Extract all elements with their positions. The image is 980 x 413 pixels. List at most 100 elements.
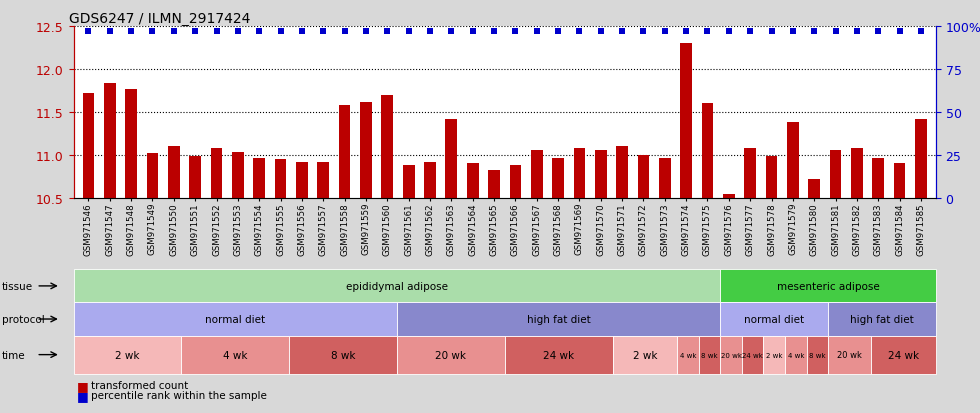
Point <box>166 28 181 35</box>
Point <box>209 28 224 35</box>
Bar <box>296 162 308 198</box>
Bar <box>360 102 371 198</box>
Point <box>252 28 268 35</box>
Bar <box>573 149 585 198</box>
Text: high fat diet: high fat diet <box>526 314 591 324</box>
Bar <box>488 171 500 198</box>
Bar <box>254 159 265 198</box>
Bar <box>808 179 820 198</box>
Point <box>486 28 502 35</box>
Point <box>294 28 310 35</box>
Bar <box>680 44 692 198</box>
Point <box>828 28 844 35</box>
Point <box>123 28 139 35</box>
Text: ■: ■ <box>76 389 88 402</box>
Point <box>358 28 373 35</box>
Point <box>401 28 416 35</box>
Text: 4 wk: 4 wk <box>788 352 804 358</box>
Text: mesenteric adipose: mesenteric adipose <box>777 281 879 291</box>
Bar <box>125 90 137 198</box>
Point <box>80 28 96 35</box>
Bar <box>232 153 244 198</box>
Bar <box>189 157 201 198</box>
Point <box>444 28 460 35</box>
Text: 20 wk: 20 wk <box>837 350 862 359</box>
Text: ■: ■ <box>76 379 88 392</box>
Text: GDS6247 / ILMN_2917424: GDS6247 / ILMN_2917424 <box>70 12 251 26</box>
Bar <box>723 195 735 198</box>
Bar <box>830 151 842 198</box>
Text: protocol: protocol <box>2 314 45 324</box>
Text: 20 wk: 20 wk <box>720 352 742 358</box>
Point <box>807 28 822 35</box>
Text: tissue: tissue <box>2 281 33 291</box>
Bar <box>765 157 777 198</box>
Text: 2 wk: 2 wk <box>116 350 140 360</box>
Bar <box>381 95 393 198</box>
Bar <box>446 119 458 198</box>
Text: high fat diet: high fat diet <box>850 314 914 324</box>
Text: 4 wk: 4 wk <box>222 350 247 360</box>
Text: 24 wk: 24 wk <box>543 350 574 360</box>
Bar <box>147 154 159 198</box>
Point <box>721 28 737 35</box>
Point <box>529 28 545 35</box>
Point <box>145 28 161 35</box>
Bar <box>168 147 179 198</box>
Bar <box>595 151 607 198</box>
Text: 8 wk: 8 wk <box>809 352 825 358</box>
Point <box>465 28 480 35</box>
Bar <box>851 149 862 198</box>
Text: 8 wk: 8 wk <box>330 350 355 360</box>
Bar <box>552 159 563 198</box>
Point <box>187 28 203 35</box>
Text: percentile rank within the sample: percentile rank within the sample <box>91 390 267 400</box>
Text: transformed count: transformed count <box>91 380 188 390</box>
Text: normal diet: normal diet <box>744 314 805 324</box>
Point <box>571 28 587 35</box>
Point <box>550 28 565 35</box>
Point <box>742 28 758 35</box>
Point <box>657 28 672 35</box>
Point <box>870 28 886 35</box>
Bar <box>638 155 650 198</box>
Text: 24 wk: 24 wk <box>888 350 919 360</box>
Point <box>593 28 609 35</box>
Text: normal diet: normal diet <box>205 314 266 324</box>
Bar <box>616 147 628 198</box>
Bar <box>702 104 713 198</box>
Bar <box>659 159 670 198</box>
Point <box>316 28 331 35</box>
Text: 2 wk: 2 wk <box>633 350 657 360</box>
Text: 2 wk: 2 wk <box>766 352 782 358</box>
Bar <box>531 151 543 198</box>
Bar <box>403 166 415 198</box>
Bar <box>211 149 222 198</box>
Bar <box>787 123 799 198</box>
Point <box>379 28 395 35</box>
Bar <box>745 149 756 198</box>
Text: epididymal adipose: epididymal adipose <box>346 281 448 291</box>
Text: 8 wk: 8 wk <box>702 352 717 358</box>
Bar <box>339 106 351 198</box>
Bar <box>915 119 927 198</box>
Point <box>272 28 288 35</box>
Point <box>636 28 652 35</box>
Bar <box>274 160 286 198</box>
Bar <box>104 83 116 198</box>
Bar <box>318 162 329 198</box>
Text: 24 wk: 24 wk <box>742 352 763 358</box>
Point <box>614 28 630 35</box>
Text: 20 wk: 20 wk <box>435 350 466 360</box>
Bar <box>82 94 94 198</box>
Point <box>102 28 118 35</box>
Bar <box>894 164 906 198</box>
Bar <box>424 162 436 198</box>
Point <box>892 28 907 35</box>
Point <box>422 28 438 35</box>
Point <box>785 28 801 35</box>
Point <box>849 28 864 35</box>
Bar <box>872 159 884 198</box>
Point <box>678 28 694 35</box>
Point <box>763 28 779 35</box>
